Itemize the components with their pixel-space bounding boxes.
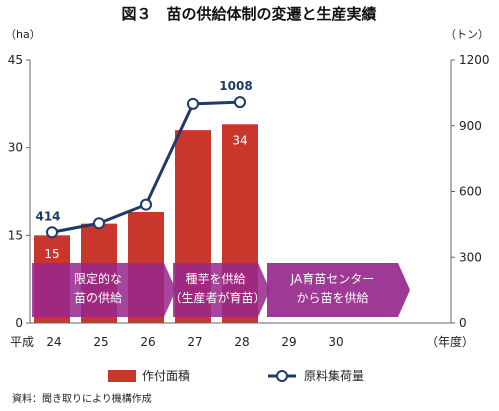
bar-label-24: 15	[44, 247, 59, 261]
x-axis-prefix: 平成	[10, 335, 34, 349]
x-axis-unit: （年度）	[426, 334, 474, 349]
annotation-banner-3	[267, 263, 410, 317]
source-note: 資料：聞き取りにより機構作成	[12, 392, 152, 405]
x-tick-25: 25	[93, 335, 108, 349]
left-axis-unit: （ha）	[5, 28, 41, 41]
legend-bar-label: 作付面積	[142, 368, 190, 383]
left-tick-0: 0	[15, 316, 23, 330]
left-tick-30: 30	[8, 141, 23, 155]
annotation-text-2-1: 種芋を供給	[185, 272, 245, 286]
legend: 作付面積 原料集荷量	[108, 368, 364, 383]
left-tick-15: 15	[8, 228, 23, 242]
annotation-banner-2	[173, 263, 270, 317]
x-tick-28: 28	[234, 335, 249, 349]
x-tick-26: 26	[140, 335, 155, 349]
line-point-27	[187, 97, 199, 110]
legend-line-marker	[276, 370, 288, 382]
left-tick-45: 45	[8, 53, 23, 67]
x-tick-29: 29	[281, 335, 296, 349]
legend-bar-swatch	[108, 370, 136, 382]
line-point-24	[46, 226, 58, 239]
right-tick-900: 900	[459, 119, 482, 133]
legend-line-label: 原料集荷量	[304, 368, 364, 383]
x-tick-30: 30	[328, 335, 343, 349]
annotation-text-2-2: （生産者が育苗）	[169, 290, 265, 305]
right-tick-300: 300	[459, 250, 482, 264]
right-tick-0: 0	[459, 316, 467, 330]
line-point-25	[93, 217, 105, 230]
annotation-banner-1	[32, 263, 176, 317]
annotation-text-3-2: から苗を供給	[296, 291, 368, 305]
annotation-text-3-1: JA育苗センター	[290, 271, 375, 286]
right-tick-600: 600	[459, 185, 482, 199]
right-tick-1200: 1200	[459, 53, 490, 67]
x-tick-24: 24	[46, 335, 61, 349]
line-point-26	[140, 198, 152, 211]
annotation-text-1-2: 苗の供給	[74, 291, 122, 305]
chart-title: 図３ 苗の供給体制の変遷と生産実績	[121, 5, 376, 23]
line-label-28: 1008	[219, 79, 252, 93]
annotation-text-1-1: 限定的な	[74, 271, 122, 286]
bar-label-28: 34	[232, 133, 247, 147]
x-tick-27: 27	[187, 335, 202, 349]
line-point-28	[234, 96, 246, 109]
line-label-24: 414	[35, 209, 60, 223]
right-axis-unit: （トン）	[445, 28, 489, 41]
